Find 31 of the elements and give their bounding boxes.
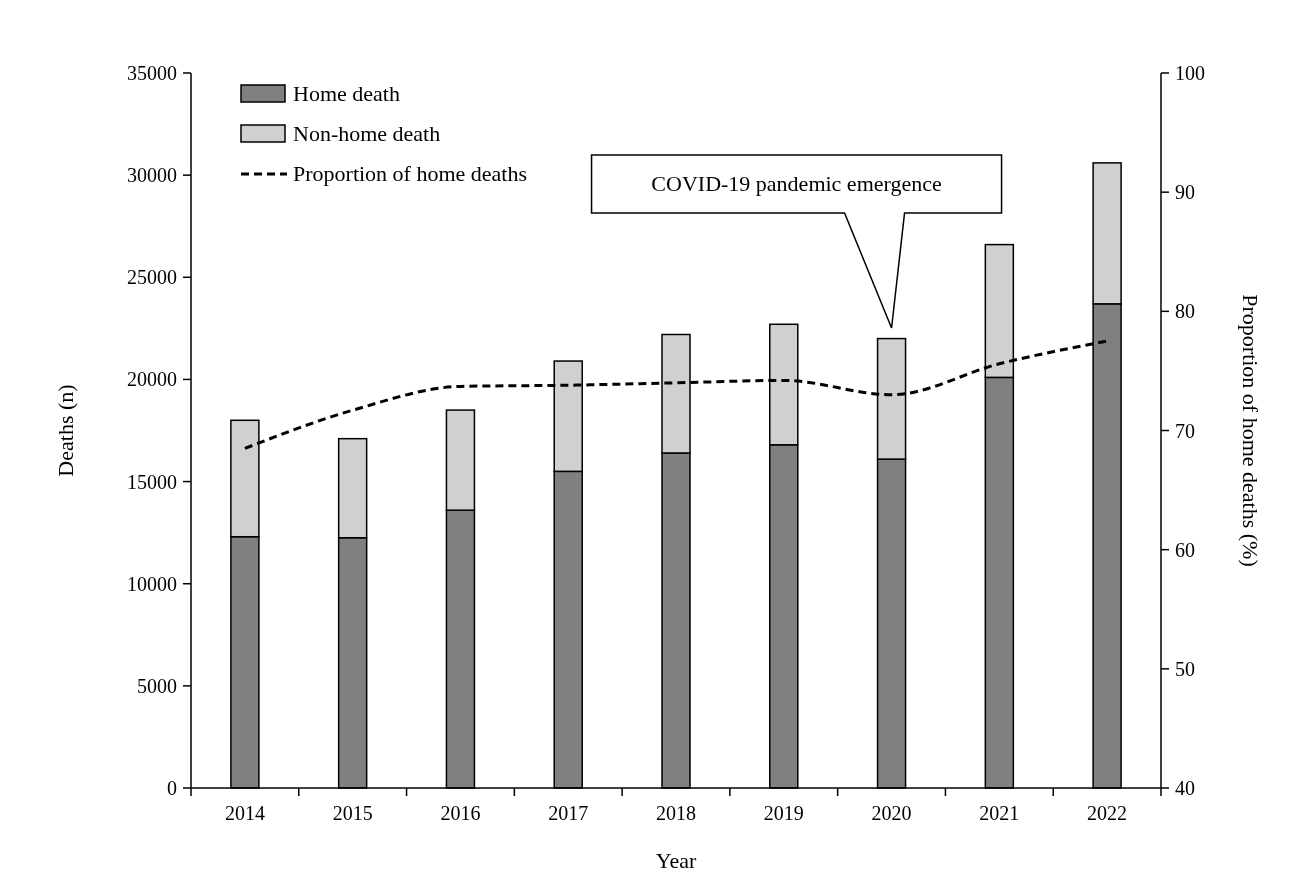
x-tick-label: 2016 [440,802,481,824]
y-axis-title: Deaths (n) [53,384,78,477]
x-tick-label: 2017 [548,802,589,824]
x-tick-label: 2019 [763,802,804,824]
y-tick-label: 0 [167,777,177,799]
y2-tick-label: 50 [1175,657,1195,680]
x-tick-label: 2015 [332,802,373,824]
y-tick-label: 25000 [127,266,177,289]
legend-label: Proportion of home deaths [293,161,528,186]
y-tick-label: 10000 [127,572,177,595]
y-tick-label: 20000 [127,368,177,391]
y2-tick-label: 80 [1175,300,1195,323]
y2-tick-label: 40 [1175,777,1195,799]
legend-label: Non-home death [293,121,441,146]
x-tick-label: 2018 [656,802,696,824]
y-tick-label: 30000 [127,164,177,187]
y2-tick-label: 90 [1175,181,1195,204]
y2-tick-label: 100 [1175,62,1205,84]
y-tick-label: 35000 [127,62,177,84]
y2-tick-label: 60 [1175,538,1195,561]
annotation: COVID-19 pandemic emergence [651,171,942,196]
legend-label: Home death [293,81,400,106]
x-tick-label: 2021 [979,802,1020,824]
x-tick-label: 2014 [224,802,265,824]
x-tick-label: 2022 [1087,802,1128,824]
y-tick-label: 5000 [137,674,177,697]
x-tick-label: 2020 [871,802,912,824]
y2-tick-label: 70 [1175,419,1195,442]
y-tick-label: 15000 [127,470,177,493]
x-axis-title: Year [655,848,697,873]
y2-axis-title: Proportion of home deaths (%) [1238,294,1263,567]
